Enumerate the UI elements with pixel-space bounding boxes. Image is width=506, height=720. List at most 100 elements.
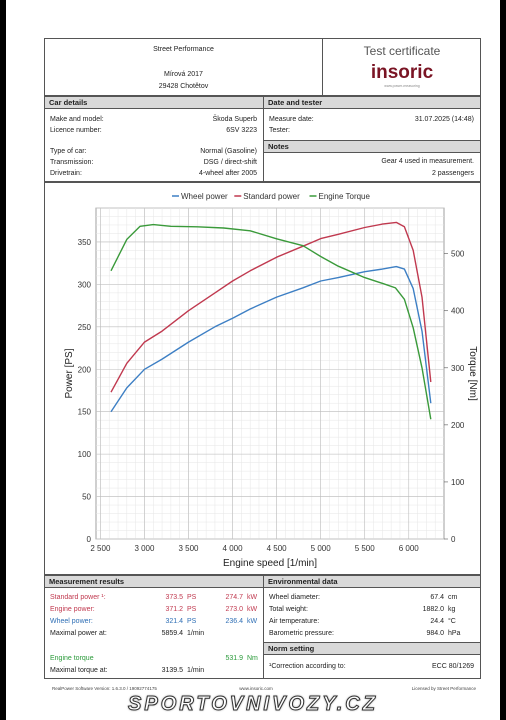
standard-power-label: Standard power ¹: [50, 594, 106, 601]
y2-axis-label: Torque [Nm] [467, 346, 478, 401]
total-weight-value: 1882.0 [422, 606, 444, 613]
logo-tagline: www.power-measuring [384, 84, 420, 88]
wheel-diameter-label: Wheel diameter: [269, 594, 320, 601]
norm-title: Norm setting [264, 643, 480, 655]
pressure-value: 984.0 [426, 630, 444, 637]
standard-power-ps-unit: PS [187, 594, 197, 601]
legend-label-wheel-power: Wheel power [181, 192, 228, 201]
y2-tick-label: 0 [451, 535, 456, 544]
standard-power-ps: 373.5 [165, 594, 183, 601]
x-tick-label: 4 500 [267, 544, 288, 553]
legend-label-standard-power: Standard power [243, 192, 300, 201]
y2-tick-label: 100 [451, 478, 465, 487]
y2-tick-label: 400 [451, 307, 465, 316]
y-tick-label: 300 [78, 280, 92, 289]
y-tick-label: 200 [78, 365, 92, 374]
y-tick-label: 250 [78, 323, 92, 332]
wheel-power-kw-unit: kW [247, 618, 258, 625]
notes-box: Notes Gear 4 used in measurement. 2 pass… [263, 140, 481, 182]
y-tick-label: 100 [78, 450, 92, 459]
max-torque-rpm: 3139.5 [161, 667, 183, 674]
y-tick-label: 150 [78, 408, 92, 417]
series-line-engine-torque [110, 223, 432, 420]
licence-value: 6SV 3223 [226, 127, 257, 134]
engine-torque-value: 531.9 [225, 655, 243, 662]
norm-value: ECC 80/1269 [431, 663, 474, 670]
header-divider [322, 39, 323, 95]
notes-line-2: 2 passengers [431, 170, 474, 177]
certificate-sheet: Street Performance Mírová 2017 29428 Cho… [6, 0, 500, 720]
engine-power-kw-unit: kW [247, 606, 258, 613]
header-box: Street Performance Mírová 2017 29428 Cho… [44, 38, 481, 96]
footer-license: Licensed by Street Performance [411, 686, 476, 691]
measurement-box: Measurement results Standard power ¹: 37… [44, 575, 264, 679]
norm-label: ¹Correction according to: [269, 663, 346, 670]
x-tick-label: 5 500 [355, 544, 376, 553]
footer-software: RealPower Software Version: 1.6.3.0 / 19… [52, 686, 157, 691]
y-tick-label: 350 [78, 238, 92, 247]
transmission-label: Transmission: [50, 159, 94, 166]
standard-power-kw-unit: kW [247, 594, 258, 601]
engine-power-ps: 371.2 [165, 606, 183, 613]
engine-power-ps-unit: PS [187, 606, 197, 613]
measurement-title: Measurement results [45, 576, 263, 588]
y2-tick-label: 500 [451, 250, 465, 259]
engine-torque-label: Engine torque [50, 655, 94, 662]
x-tick-label: 5 000 [311, 544, 332, 553]
y-tick-label: 0 [87, 535, 92, 544]
type-value: Normal (Gasoline) [200, 148, 257, 155]
y2-tick-label: 200 [451, 421, 465, 430]
y2-tick-label: 300 [451, 364, 465, 373]
total-weight-unit: kg [448, 606, 456, 613]
notes-line-1: Gear 4 used in measurement. [381, 158, 474, 165]
company-street: Mírová 2017 [164, 71, 203, 78]
max-power-rpm: 5859.4 [161, 630, 183, 637]
pressure-unit: hPa [448, 630, 461, 637]
drivetrain-value: 4-wheel after 2005 [199, 170, 257, 177]
pressure-label: Barometric pressure: [269, 630, 334, 637]
wheel-power-label: Wheel power: [50, 618, 93, 625]
y-tick-label: 50 [82, 493, 91, 502]
x-axis-label: Engine speed [1/min] [223, 558, 317, 569]
plot-area [95, 207, 445, 540]
cert-title: Test certificate [363, 44, 441, 58]
company-name: Street Performance [153, 46, 214, 53]
tester-label: Tester: [269, 127, 291, 134]
engine-torque-unit: Nm [247, 655, 258, 662]
x-tick-label: 4 000 [223, 544, 244, 553]
wheel-diameter-value: 67.4 [430, 594, 444, 601]
chart-box: 2 500 3 000 3 500 4 000 4 500 5 000 5 500 6 000… [44, 182, 481, 575]
legend-label-engine-torque: Engine Torque [319, 192, 371, 201]
watermark: SPORTOVNIVOZY.CZ [128, 693, 378, 716]
air-temp-unit: °C [448, 618, 456, 625]
car-details-box: Car details Make and model: Škoda Superb… [44, 96, 264, 182]
wheel-diameter-unit: cm [448, 594, 458, 601]
engine-power-label: Engine power: [50, 606, 95, 613]
max-power-label: Maximal power at: [50, 630, 107, 637]
measure-date-value: 31.07.2025 (14:48) [414, 116, 474, 123]
make-value: Škoda Superb [212, 116, 257, 123]
air-temp-value: 24.4 [430, 618, 444, 625]
x-tick-label: 3 000 [134, 544, 155, 553]
car-details-title: Car details [45, 97, 263, 109]
date-tester-box: Date and tester Measure date: 31.07.2025… [263, 96, 481, 141]
engine-power-kw: 273.0 [225, 606, 243, 613]
total-weight-label: Total weight: [269, 606, 308, 613]
wheel-power-kw: 236.4 [225, 618, 243, 625]
type-label: Type of car: [50, 148, 87, 155]
x-tick-label: 3 500 [178, 544, 199, 553]
y-axis-label: Power [PS] [64, 348, 75, 398]
footer-website: www.insoric.com [239, 686, 273, 691]
licence-label: Licence number: [50, 127, 102, 134]
max-power-unit: 1/min [187, 630, 205, 637]
standard-power-kw: 274.7 [225, 594, 243, 601]
max-torque-unit: 1/min [187, 667, 205, 674]
power-torque-chart: 2 500 3 000 3 500 4 000 4 500 5 000 5 500 6 000… [64, 192, 478, 569]
make-label: Make and model: [50, 116, 104, 123]
x-tick-label: 2 500 [90, 544, 111, 553]
norm-box: Norm setting ¹Correction according to: E… [263, 642, 481, 679]
wheel-power-ps-unit: PS [187, 618, 197, 625]
drivetrain-label: Drivetrain: [50, 170, 82, 177]
environment-box: Environmental data Wheel diameter: 67.4 … [263, 575, 481, 643]
max-torque-label: Maximal torque at: [50, 667, 108, 674]
